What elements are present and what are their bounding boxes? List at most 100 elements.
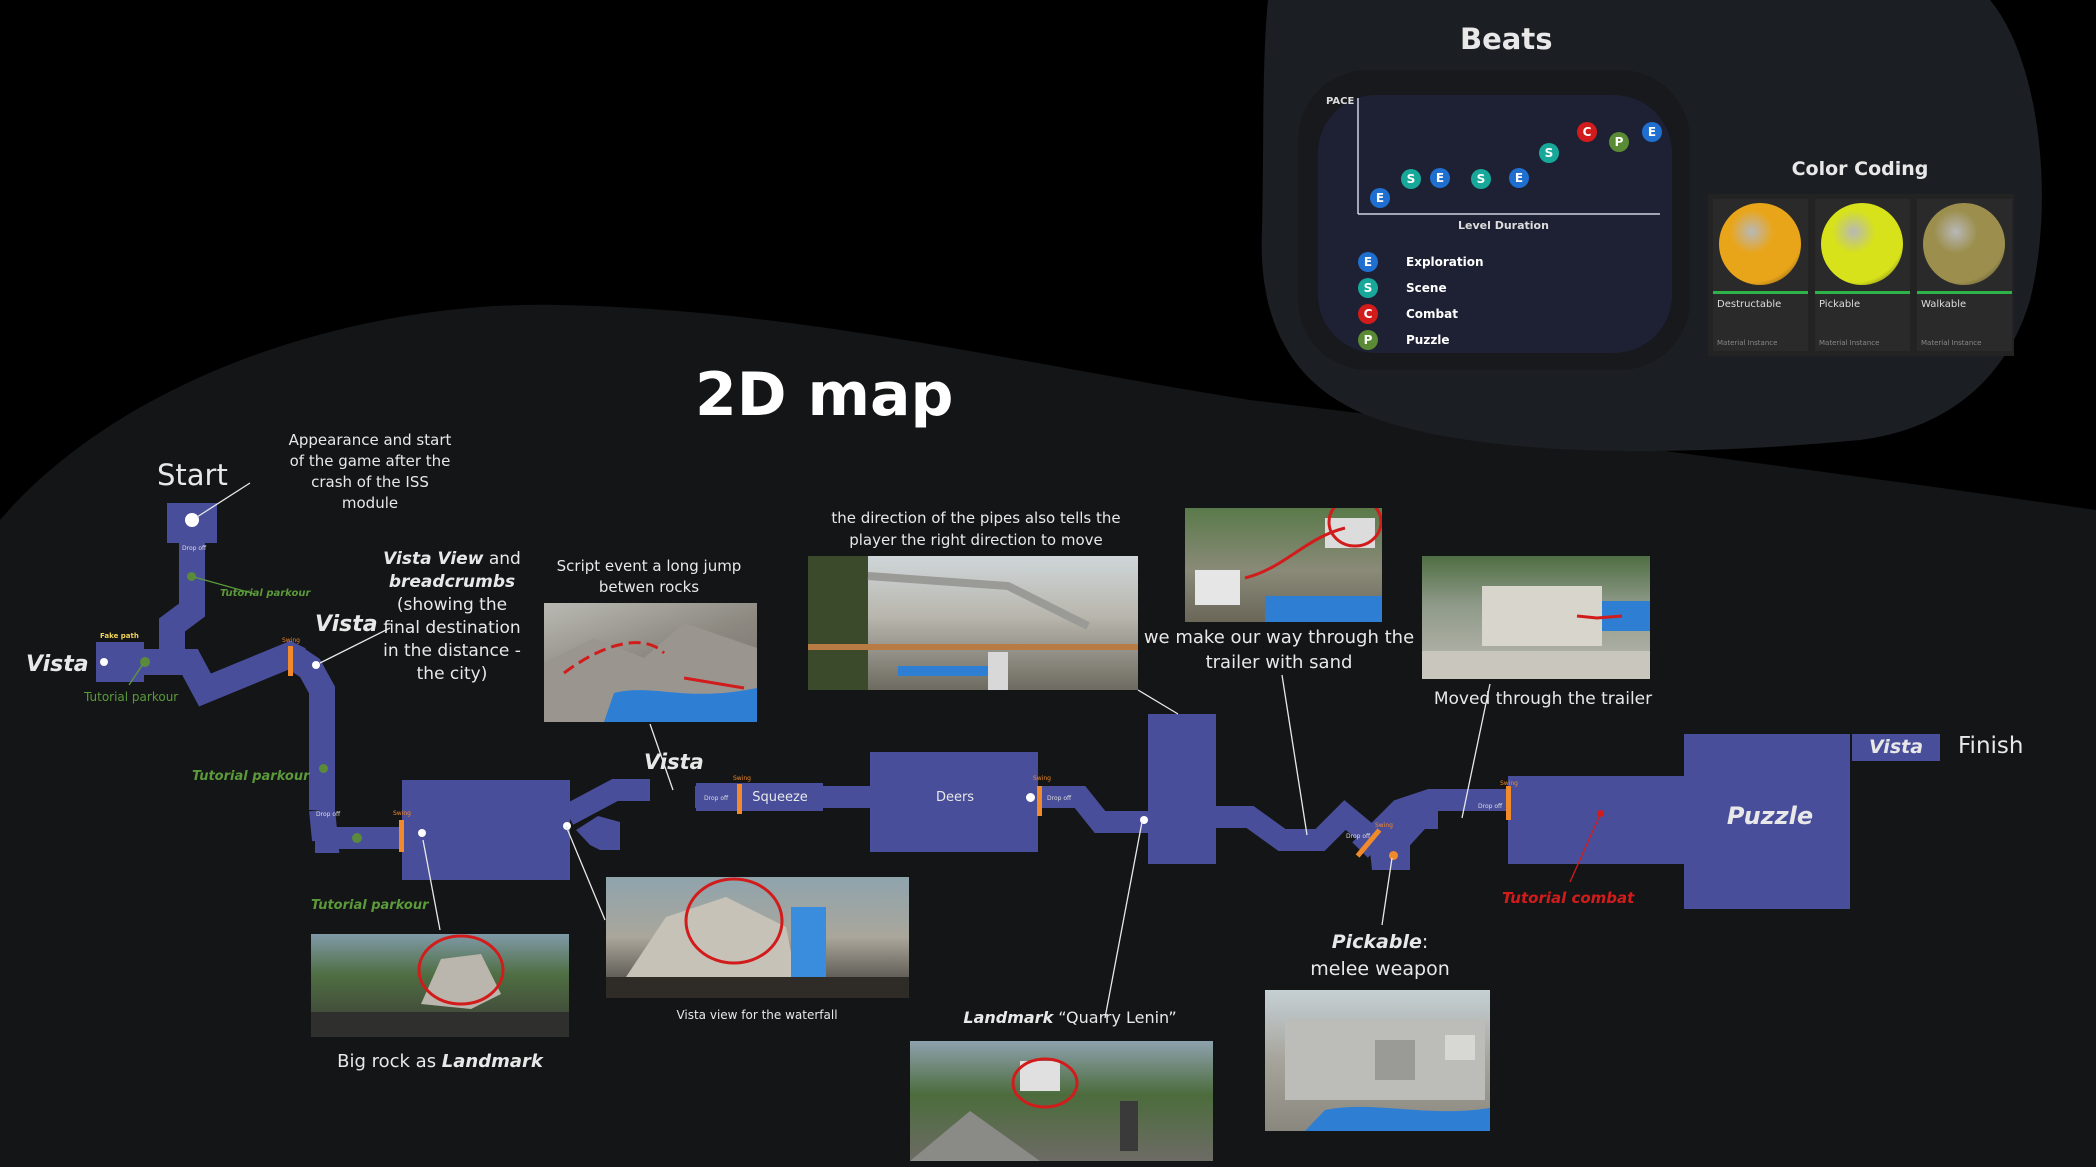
breadcrumbs-bold: breadcrumbs — [388, 572, 516, 592]
vista-waterfall-note: Vista view for the waterfall — [676, 1008, 838, 1022]
puzzle-room — [1684, 734, 1850, 909]
material-label: Pickable — [1819, 299, 1861, 310]
color-coding-title: Color Coding — [1791, 158, 1929, 180]
material-bar — [1917, 291, 2012, 294]
drop-off-tag: Drop off — [316, 811, 341, 818]
tutorial-marker — [352, 833, 362, 843]
drop-off-tag: Drop off — [182, 545, 207, 552]
puzzle-label: Puzzle — [1726, 802, 1814, 830]
legend-item: P Puzzle — [1358, 330, 1450, 350]
swing-gate — [1037, 786, 1042, 816]
tutorial-parkour-label: Tutorial parkour — [84, 690, 179, 704]
vista-label: Vista — [26, 652, 89, 677]
legend-badge: C — [1358, 304, 1378, 324]
material-sublabel: Material Instance — [1921, 339, 1982, 347]
legend-label: Puzzle — [1406, 333, 1450, 347]
drop-off-tag: Drop off — [1047, 795, 1072, 802]
finish-vista-box — [1852, 734, 1940, 761]
tutorial-marker — [319, 764, 328, 773]
legend-item: C Combat — [1358, 304, 1458, 324]
trailer-interior-screenshot — [1422, 556, 1650, 679]
quarry-landmark-screenshot — [910, 1041, 1213, 1161]
finish-label: Finish — [1958, 733, 2024, 759]
big-rock-note: Big rock as Landmark — [300, 1051, 580, 1072]
legend-badge: P — [1358, 330, 1378, 350]
long-jump-screenshot — [544, 603, 757, 722]
drop-off-tag: Drop off — [704, 795, 729, 802]
squeeze-corridor — [696, 783, 823, 811]
tutorial-marker — [187, 572, 196, 581]
beat-point: S — [1401, 169, 1421, 189]
legend-label: Exploration — [1406, 255, 1484, 269]
swing-tag: Swing — [393, 810, 411, 817]
swing-gate — [1506, 786, 1511, 820]
trailer-sand-note: we make our way through the trailer with… — [1143, 627, 1415, 673]
material-label: Destructable — [1717, 299, 1782, 310]
beat-point: E — [1642, 122, 1662, 142]
legend-label: Scene — [1406, 281, 1447, 295]
vista-view-note: Vista View and breadcrumbs (showing the … — [382, 548, 522, 686]
material-label: Walkable — [1921, 299, 1967, 310]
map-title: 2D map — [695, 360, 954, 430]
deers-room — [870, 752, 1038, 852]
point-marker — [563, 822, 571, 830]
beat-point: E — [1430, 168, 1450, 188]
script-event-note: Script event a long jump betwen rocks — [556, 557, 742, 596]
swing-tag: Swing — [282, 637, 300, 644]
tutorial-parkour-label: Tutorial parkour — [220, 588, 311, 599]
pipes-note: the direction of the pipes also tells th… — [831, 509, 1121, 549]
room-a — [402, 780, 570, 880]
beat-point: P — [1609, 132, 1629, 152]
pickable-note: Pickable: melee weapon — [1260, 929, 1500, 983]
tutorial-combat-label: Tutorial combat — [1502, 889, 1635, 907]
landmark-rest: “Quarry Lenin” — [1053, 1008, 1177, 1027]
tutorial-parkour-label: Tutorial parkour — [192, 769, 310, 784]
swing-gate — [737, 784, 742, 814]
beat-point: S — [1539, 143, 1559, 163]
pace-axis-label: PACE — [1326, 96, 1355, 107]
swing-gate — [288, 646, 293, 676]
material-sublabel: Material Instance — [1819, 339, 1880, 347]
vista-label: Vista — [315, 612, 378, 637]
beats-axes — [1357, 98, 1660, 215]
material-bar — [1815, 291, 1910, 294]
pickable-colon: : — [1421, 931, 1429, 953]
pipes-screenshot — [808, 556, 1138, 690]
legend-label: Combat — [1406, 307, 1458, 321]
beat-point: E — [1370, 188, 1390, 208]
big-rock-bold: Landmark — [441, 1051, 543, 1072]
material-sphere — [1923, 203, 2005, 285]
legend-item: S Scene — [1358, 278, 1447, 298]
trailer-room — [1148, 714, 1216, 864]
vista-view-bold: Vista View — [383, 549, 484, 569]
vista-label: Vista — [644, 750, 704, 774]
beat-point: C — [1577, 122, 1597, 142]
vista-marker — [312, 661, 320, 669]
combat-marker — [1597, 810, 1604, 817]
beat-point: S — [1471, 169, 1491, 189]
start-marker — [185, 513, 199, 527]
vista-view-rest: (showing the final destination in the di… — [383, 595, 521, 684]
combat-room — [1508, 776, 1686, 864]
start-label: Start — [157, 458, 228, 492]
material-sublabel: Material Instance — [1717, 339, 1778, 347]
swing-tag: Swing — [733, 775, 751, 782]
melee-weapon-screenshot — [1265, 990, 1490, 1131]
trailer-sand-screenshot — [1185, 508, 1382, 622]
squeeze-label: Squeeze — [752, 790, 808, 805]
legend-item: E Exploration — [1358, 252, 1484, 272]
material-swatch: Pickable Material Instance — [1815, 199, 1910, 351]
material-swatch: Destructable Material Instance — [1713, 199, 1808, 351]
point-marker — [418, 829, 426, 837]
swing-gate — [399, 820, 404, 852]
pickable-bold: Pickable — [1331, 931, 1422, 953]
landmark-note: Landmark “Quarry Lenin” — [920, 1008, 1220, 1027]
big-rock-screenshot — [311, 934, 569, 1037]
material-bar — [1713, 291, 1808, 294]
drop-off-tag: Drop off — [1478, 803, 1503, 810]
vista-marker — [100, 658, 108, 666]
appearance-note: Appearance and start of the game after t… — [288, 431, 452, 512]
material-sphere — [1821, 203, 1903, 285]
